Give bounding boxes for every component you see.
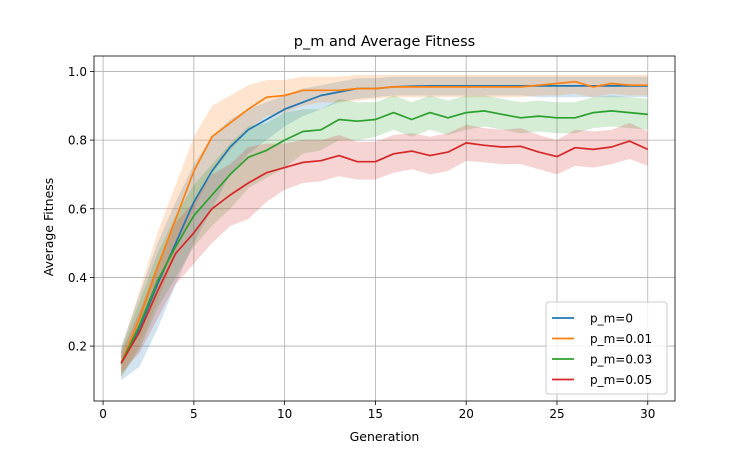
x-tick-label: 10 (277, 407, 292, 421)
confidence-band (121, 95, 648, 377)
chart-title: p_m and Average Fitness (294, 34, 475, 50)
x-tick-label: 30 (640, 407, 655, 421)
axes (90, 55, 676, 405)
x-tick-label: 5 (190, 407, 198, 421)
y-tick-label: 0.2 (68, 340, 87, 354)
x-axis-label: Generation (350, 429, 420, 444)
confidence-band (121, 122, 648, 374)
series-line (120, 140, 649, 364)
series-line (120, 80, 648, 364)
tick-labels: 0 5 10 15 20 25 30 0.2 0.4 0.6 0.8 1.0 (68, 65, 656, 421)
legend-label: p_m=0.05 (590, 373, 652, 387)
x-tick-label: 15 (368, 407, 383, 421)
x-tick-label: 0 (99, 407, 107, 421)
x-tick-label: 20 (459, 407, 474, 421)
y-tick-label: 1.0 (68, 65, 87, 79)
grid-lines (94, 56, 675, 401)
y-tick-label: 0.8 (68, 134, 87, 148)
series-lines (120, 80, 649, 364)
legend-label: p_m=0.03 (590, 353, 652, 367)
confidence-bands (121, 74, 648, 381)
x-tick-label: 25 (549, 407, 564, 421)
y-axis-label: Average Fitness (41, 178, 56, 277)
legend-label: p_m=0 (590, 312, 633, 326)
legend-label: p_m=0.01 (590, 332, 652, 346)
y-tick-label: 0.6 (68, 202, 87, 216)
plot-frame (93, 55, 676, 402)
y-tick-label: 0.4 (68, 271, 87, 285)
legend: p_m=0 p_m=0.01 p_m=0.03 p_m=0.05 (545, 301, 668, 395)
series-line (120, 110, 648, 364)
legend-box (545, 301, 668, 395)
